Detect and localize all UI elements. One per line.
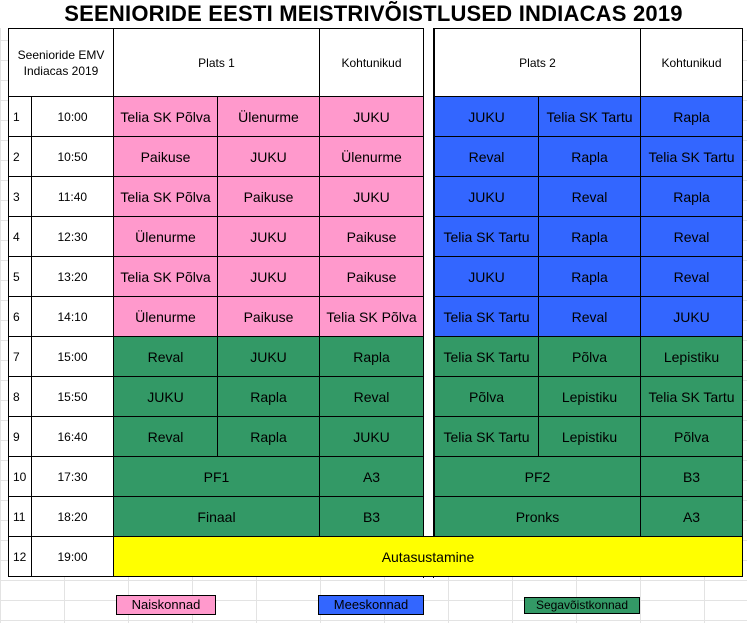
- court1-team-a: Reval: [113, 336, 218, 377]
- row-time: 15:00: [31, 336, 114, 377]
- court2-team-a: Telia SK Tartu: [434, 296, 539, 337]
- court2-team-b: Rapla: [538, 216, 641, 257]
- court2-referee: Telia SK Tartu: [640, 376, 743, 417]
- court1-team-b: JUKU: [217, 216, 320, 257]
- court1-team-b: JUKU: [217, 136, 320, 177]
- row-time: 13:20: [31, 256, 114, 297]
- court1-referee: Telia SK Põlva: [319, 296, 424, 337]
- court1-referee: B3: [319, 496, 424, 537]
- court2-team-a: Telia SK Tartu: [434, 336, 539, 377]
- court1-referee: Rapla: [319, 336, 424, 377]
- court1-match: PF1: [113, 456, 320, 497]
- page-title: SEENIORIDE EESTI MEISTRIVÕISTLUSED INDIA…: [0, 0, 747, 28]
- court2-referee: Reval: [640, 216, 743, 257]
- court1-referee: Reval: [319, 376, 424, 417]
- court2-team-a: Telia SK Tartu: [434, 416, 539, 457]
- row-time: 14:10: [31, 296, 114, 337]
- court2-referee: B3: [640, 456, 743, 497]
- court2-team-a: JUKU: [434, 176, 539, 217]
- court1-team-a: Ülenurme: [113, 216, 218, 257]
- row-number: 12: [8, 536, 32, 577]
- court2-team-b: Rapla: [538, 256, 641, 297]
- header-corner: Seenioride EMV Indiacas 2019: [8, 28, 114, 97]
- court1-team-a: Paikuse: [113, 136, 218, 177]
- court2-team-b: Lepistiku: [538, 416, 641, 457]
- court1-team-b: Paikuse: [217, 176, 320, 217]
- court2-team-b: Põlva: [538, 336, 641, 377]
- court2-team-a: JUKU: [434, 256, 539, 297]
- row-number: 6: [8, 296, 32, 337]
- row-time: 12:30: [31, 216, 114, 257]
- court2-team-b: Reval: [538, 176, 641, 217]
- row-time: 17:30: [31, 456, 114, 497]
- row-number: 3: [8, 176, 32, 217]
- row-time: 16:40: [31, 416, 114, 457]
- court1-team-b: JUKU: [217, 256, 320, 297]
- court1-referee: A3: [319, 456, 424, 497]
- row-time: 10:00: [31, 96, 114, 137]
- court1-team-a: Reval: [113, 416, 218, 457]
- row-number: 5: [8, 256, 32, 297]
- court1-team-a: Telia SK Põlva: [113, 256, 218, 297]
- court1-match: Finaal: [113, 496, 320, 537]
- court1-team-a: Telia SK Põlva: [113, 96, 218, 137]
- court2-team-b: Lepistiku: [538, 376, 641, 417]
- header-referees-1: Kohtunikud: [319, 28, 424, 97]
- court1-referee: Paikuse: [319, 256, 424, 297]
- court2-referee: Reval: [640, 256, 743, 297]
- row-number: 1: [8, 96, 32, 137]
- court2-referee: Rapla: [640, 96, 743, 137]
- court1-team-a: Telia SK Põlva: [113, 176, 218, 217]
- court2-team-a: Põlva: [434, 376, 539, 417]
- row-time: 10:50: [31, 136, 114, 177]
- header-court-2: Plats 2: [434, 28, 641, 97]
- legend-women: Naiskonnad: [116, 595, 216, 615]
- row-time: 11:40: [31, 176, 114, 217]
- court2-team-b: Telia SK Tartu: [538, 96, 641, 137]
- court1-referee: JUKU: [319, 96, 424, 137]
- court2-team-b: Rapla: [538, 136, 641, 177]
- court2-match: PF2: [434, 456, 641, 497]
- row-number: 2: [8, 136, 32, 177]
- court1-team-a: Ülenurme: [113, 296, 218, 337]
- column-separator: [423, 28, 434, 578]
- legend-men: Meeskonnad: [318, 595, 424, 615]
- court1-referee: JUKU: [319, 176, 424, 217]
- row-time: 18:20: [31, 496, 114, 537]
- court1-team-b: Paikuse: [217, 296, 320, 337]
- row-number: 8: [8, 376, 32, 417]
- court2-team-a: Telia SK Tartu: [434, 216, 539, 257]
- court1-team-a: JUKU: [113, 376, 218, 417]
- legend-mixed: Segavõistkonnad: [524, 597, 640, 614]
- court2-team-b: Reval: [538, 296, 641, 337]
- court1-referee: Paikuse: [319, 216, 424, 257]
- row-number: 11: [8, 496, 32, 537]
- court2-team-a: JUKU: [434, 96, 539, 137]
- court2-referee: Põlva: [640, 416, 743, 457]
- court1-referee: JUKU: [319, 416, 424, 457]
- header-court-1: Plats 1: [113, 28, 320, 97]
- court1-referee: Ülenurme: [319, 136, 424, 177]
- row-number: 7: [8, 336, 32, 377]
- row-number: 4: [8, 216, 32, 257]
- court2-referee: A3: [640, 496, 743, 537]
- court1-team-b: Rapla: [217, 376, 320, 417]
- header-referees-2: Kohtunikud: [640, 28, 743, 97]
- ceremony-cell: Autasustamine: [113, 536, 743, 577]
- row-time: 19:00: [31, 536, 114, 577]
- row-time: 15:50: [31, 376, 114, 417]
- court2-match: Pronks: [434, 496, 641, 537]
- court2-team-a: Reval: [434, 136, 539, 177]
- row-number: 9: [8, 416, 32, 457]
- court2-referee: Lepistiku: [640, 336, 743, 377]
- court2-referee: Rapla: [640, 176, 743, 217]
- court1-team-b: Rapla: [217, 416, 320, 457]
- court1-team-b: JUKU: [217, 336, 320, 377]
- court2-referee: Telia SK Tartu: [640, 136, 743, 177]
- court2-referee: JUKU: [640, 296, 743, 337]
- row-number: 10: [8, 456, 32, 497]
- court1-team-b: Ülenurme: [217, 96, 320, 137]
